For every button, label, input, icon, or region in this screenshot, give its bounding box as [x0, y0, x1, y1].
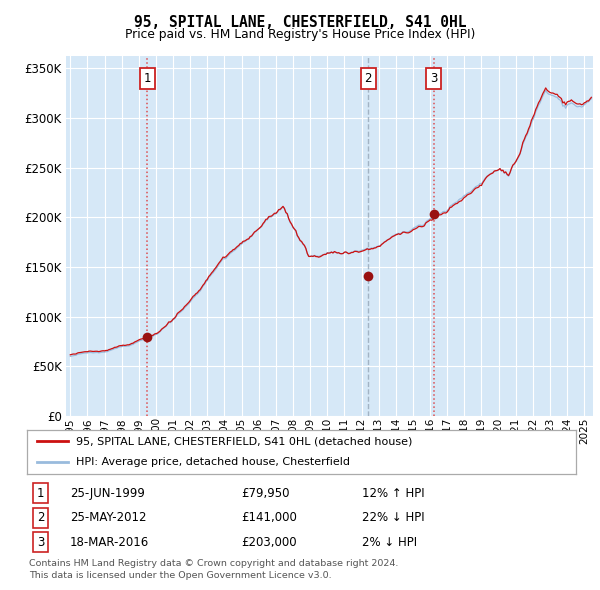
- Text: £203,000: £203,000: [241, 536, 297, 549]
- Text: 25-MAY-2012: 25-MAY-2012: [70, 512, 146, 525]
- Text: This data is licensed under the Open Government Licence v3.0.: This data is licensed under the Open Gov…: [29, 571, 331, 579]
- Text: 95, SPITAL LANE, CHESTERFIELD, S41 0HL (detached house): 95, SPITAL LANE, CHESTERFIELD, S41 0HL (…: [76, 437, 413, 447]
- Text: 12% ↑ HPI: 12% ↑ HPI: [362, 487, 425, 500]
- Text: 25-JUN-1999: 25-JUN-1999: [70, 487, 145, 500]
- Text: 3: 3: [430, 72, 437, 85]
- Text: 2: 2: [37, 512, 44, 525]
- Text: 1: 1: [37, 487, 44, 500]
- Text: 22% ↓ HPI: 22% ↓ HPI: [362, 512, 425, 525]
- Text: 2% ↓ HPI: 2% ↓ HPI: [362, 536, 417, 549]
- Text: 95, SPITAL LANE, CHESTERFIELD, S41 0HL: 95, SPITAL LANE, CHESTERFIELD, S41 0HL: [134, 15, 466, 30]
- Text: HPI: Average price, detached house, Chesterfield: HPI: Average price, detached house, Ches…: [76, 457, 350, 467]
- Text: 1: 1: [143, 72, 151, 85]
- Text: 3: 3: [37, 536, 44, 549]
- Text: 2: 2: [365, 72, 372, 85]
- Text: Price paid vs. HM Land Registry's House Price Index (HPI): Price paid vs. HM Land Registry's House …: [125, 28, 475, 41]
- Text: Contains HM Land Registry data © Crown copyright and database right 2024.: Contains HM Land Registry data © Crown c…: [29, 559, 398, 568]
- Text: £79,950: £79,950: [241, 487, 290, 500]
- Text: 18-MAR-2016: 18-MAR-2016: [70, 536, 149, 549]
- Text: £141,000: £141,000: [241, 512, 297, 525]
